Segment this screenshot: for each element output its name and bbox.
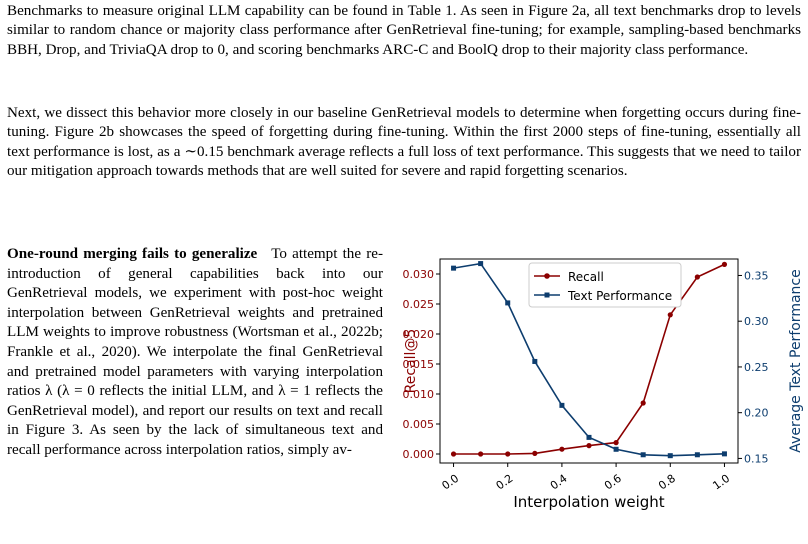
- x-axis-label: Interpolation weight: [513, 493, 664, 511]
- recall-point: [613, 440, 619, 446]
- x-tick-label: 0.4: [548, 472, 570, 493]
- text-performance-point: [694, 452, 700, 458]
- text-performance-point: [451, 265, 457, 271]
- y-left-tick-label: 0.005: [403, 418, 435, 431]
- y-left-tick-label: 0.000: [403, 448, 435, 461]
- plot-frame: [439, 258, 739, 464]
- recall-point: [667, 312, 673, 318]
- recall-point: [586, 443, 592, 449]
- text-performance-point: [505, 300, 511, 306]
- paragraph-1: Benchmarks to measure original LLM capab…: [7, 3, 801, 58]
- y-left-tick-label: 0.015: [403, 358, 435, 371]
- y-left-tick-label: 0.010: [403, 388, 435, 401]
- text-performance-point: [640, 452, 646, 458]
- y-axis-right-label: Average Text Performance: [788, 269, 804, 452]
- recall-point: [721, 261, 728, 267]
- x-tick-label: 0.8: [656, 472, 678, 493]
- x-tick-label: 0.6: [602, 472, 624, 493]
- legend-text-marker: [544, 292, 550, 298]
- recall-point: [478, 451, 484, 457]
- y-right-tick-label: 0.30: [744, 315, 769, 328]
- y-axis-left-label: Recall@5: [403, 329, 419, 394]
- figure-3: 0.000 0.005 0.010 0.015 0.020 0.025 0.030 0.15…: [400, 255, 808, 525]
- legend-recall-label: Recall: [568, 270, 604, 284]
- y-left-tick-label: 0.030: [403, 268, 435, 281]
- legend-recall-marker: [544, 273, 550, 279]
- y-right-tick-label: 0.35: [744, 269, 769, 282]
- legend-box: [528, 262, 682, 308]
- recall-point: [694, 274, 700, 280]
- text-performance-point: [721, 451, 727, 457]
- recall-point: [559, 446, 565, 452]
- text-performance-point: [613, 446, 619, 452]
- interpolation-chart: 0.000 0.005 0.010 0.015 0.020 0.025 0.030 0.15…: [403, 258, 804, 511]
- section-body: To attempt the re-introduction of genera…: [7, 246, 383, 458]
- paragraph-2: Next, we dissect this behavior more clos…: [7, 105, 801, 180]
- section-heading: One-round merging fails to generalize: [7, 246, 258, 262]
- legend: Recall Text Performance: [528, 262, 682, 308]
- y-right-tick-label: 0.20: [744, 407, 769, 420]
- recall-point: [450, 451, 457, 457]
- legend-text-label: Text Performance: [567, 289, 672, 303]
- x-tick-label: 1.0: [710, 472, 732, 493]
- text-performance-point: [478, 261, 484, 267]
- text-performance-point: [586, 434, 592, 440]
- recall-point: [532, 450, 538, 456]
- y-left-tick-label: 0.020: [403, 328, 435, 341]
- y-right-tick-label: 0.25: [744, 361, 769, 374]
- recall-point: [505, 451, 511, 457]
- recall-point: [640, 400, 646, 406]
- section-paragraph: One-round merging fails to generalize To …: [7, 245, 383, 461]
- y-right-tick-label: 0.15: [744, 452, 769, 465]
- text-performance-point: [559, 402, 565, 408]
- text-performance-point: [667, 453, 673, 459]
- x-tick-label: 0.2: [494, 472, 516, 493]
- x-tick-label: 0.0: [439, 472, 461, 493]
- y-left-tick-label: 0.025: [403, 298, 435, 311]
- text-performance-point: [532, 358, 538, 364]
